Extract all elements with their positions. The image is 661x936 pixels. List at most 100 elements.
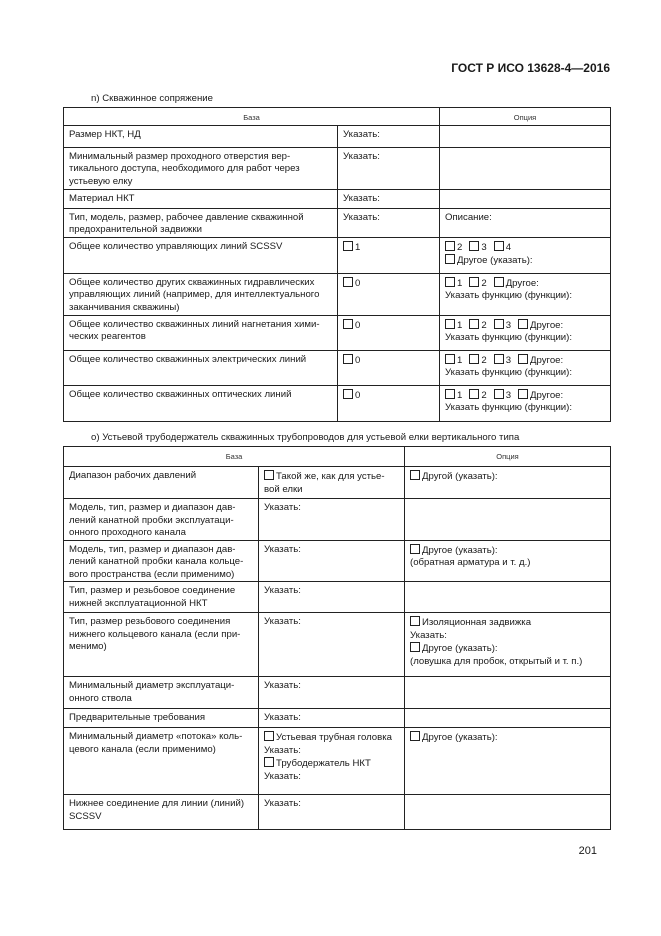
checkbox-wrap[interactable]: Изоляционная задвижка (410, 616, 531, 630)
checkbox-option[interactable]: 1 (445, 353, 462, 366)
checkbox[interactable] (410, 731, 420, 741)
checkbox-option[interactable]: Другое: (518, 318, 563, 331)
checkbox-wrap[interactable]: 1 (445, 276, 462, 291)
checkbox[interactable] (469, 276, 480, 287)
checkbox-wrap[interactable]: 2 (445, 240, 462, 255)
checkbox[interactable] (469, 388, 480, 399)
checkbox[interactable] (469, 353, 480, 364)
checkbox-wrap[interactable]: Другое: (518, 388, 564, 403)
checkbox-option[interactable]: Трубодержатель НКТ (264, 757, 371, 769)
checkbox[interactable] (343, 318, 353, 329)
checkbox-wrap[interactable]: 1 (445, 353, 462, 368)
checkbox-wrap[interactable]: Другое (указать): (445, 254, 533, 268)
checkbox[interactable] (445, 254, 455, 264)
checkbox-wrap[interactable]: 0 (343, 353, 360, 368)
checkbox-wrap[interactable]: Другое: (493, 276, 539, 291)
checkbox-option[interactable]: 0 (343, 276, 360, 289)
checkbox-option[interactable]: Устьевая трубная головка (264, 731, 392, 743)
checkbox-wrap[interactable]: 4 (493, 240, 511, 255)
checkbox-option[interactable]: Другое: (493, 276, 539, 289)
checkbox-wrap[interactable]: 2 (469, 353, 487, 368)
checkbox-option[interactable]: 1 (445, 388, 462, 401)
checkbox[interactable] (264, 731, 274, 741)
checkbox-wrap[interactable]: Другое: (518, 353, 563, 368)
checkbox[interactable] (518, 388, 529, 399)
checkbox[interactable] (493, 388, 504, 399)
checkbox-wrap[interactable]: 0 (343, 276, 360, 291)
checkbox[interactable] (410, 543, 420, 554)
checkbox-option[interactable]: Другое: (518, 353, 563, 366)
cell-line: Предварительные требования (69, 712, 253, 725)
checkbox[interactable] (343, 388, 353, 399)
checkbox[interactable] (343, 276, 353, 287)
checkbox-wrap[interactable]: Устьевая трубная головка (264, 731, 392, 745)
checkbox-option[interactable]: 2 (469, 353, 487, 366)
checkbox-wrap[interactable]: 2 (469, 276, 487, 291)
checkbox[interactable] (410, 642, 420, 652)
checkbox-option[interactable]: 0 (343, 318, 360, 331)
checkbox-option[interactable]: Другое (указать): (410, 642, 498, 654)
checkbox[interactable] (445, 276, 455, 287)
checkbox-wrap[interactable]: 0 (343, 388, 360, 403)
checkbox-wrap[interactable]: Трубодержатель НКТ (264, 757, 371, 771)
checkbox-option[interactable]: Другой (указать): (410, 470, 498, 482)
checkbox-wrap[interactable]: 1 (343, 240, 360, 255)
checkbox[interactable] (493, 276, 504, 287)
checkbox-option[interactable]: 1 (343, 240, 360, 253)
checkbox-option[interactable]: 0 (343, 388, 360, 401)
checkbox-wrap[interactable]: Другое: (518, 318, 563, 333)
checkbox[interactable] (445, 318, 455, 329)
checkbox[interactable] (445, 388, 455, 399)
checkbox-option[interactable]: Другое (указать): (410, 731, 498, 743)
checkbox-option[interactable]: 2 (469, 388, 487, 401)
checkbox-option[interactable]: 2 (469, 318, 487, 331)
checkbox[interactable] (445, 353, 455, 364)
checkbox[interactable] (469, 318, 480, 329)
checkbox-wrap[interactable]: 3 (493, 353, 511, 368)
checkbox-wrap[interactable]: 2 (469, 318, 487, 333)
checkbox-label: Другое: (530, 389, 564, 401)
checkbox-option[interactable]: 4 (493, 240, 511, 253)
checkbox-wrap[interactable]: Другой (указать): (410, 470, 498, 484)
checkbox-option[interactable]: 0 (343, 353, 360, 366)
checkbox-option[interactable]: Изоляционная задвижка (410, 616, 531, 628)
checkbox[interactable] (493, 240, 504, 251)
checkbox-option[interactable]: 3 (493, 353, 511, 366)
checkbox[interactable] (469, 240, 480, 251)
checkbox[interactable] (410, 470, 420, 480)
checkbox-wrap[interactable]: 3 (469, 240, 487, 255)
checkbox[interactable] (518, 353, 529, 364)
checkbox-option[interactable]: Другое (указать): (445, 254, 533, 266)
checkbox[interactable] (343, 240, 353, 251)
checkbox-wrap[interactable]: 1 (445, 388, 462, 403)
checkbox[interactable] (410, 616, 420, 626)
checkbox[interactable] (264, 757, 274, 767)
checkbox[interactable] (493, 353, 504, 364)
checkbox-wrap[interactable]: 3 (493, 318, 511, 333)
cell-line: вой елки (264, 484, 399, 497)
checkbox[interactable] (343, 353, 353, 364)
checkbox[interactable] (264, 470, 274, 480)
checkbox-option[interactable]: 3 (493, 388, 511, 401)
checkbox-option[interactable]: 3 (493, 318, 511, 331)
checkbox[interactable] (493, 318, 504, 329)
checkbox-wrap[interactable]: 0 (343, 318, 360, 333)
checkbox-option[interactable]: Другое (указать): (410, 543, 498, 556)
checkbox-wrap[interactable]: Другое (указать): (410, 731, 498, 745)
checkbox-option[interactable]: 2 (469, 276, 487, 289)
checkbox-wrap[interactable]: Другое (указать): (410, 543, 498, 558)
checkbox-option[interactable]: Такой же, как для устье- (264, 470, 385, 482)
checkbox-option[interactable]: 2 (445, 240, 462, 253)
checkbox-option[interactable]: 1 (445, 318, 462, 331)
checkbox[interactable] (445, 240, 455, 251)
checkbox-wrap[interactable]: 3 (493, 388, 511, 403)
checkbox[interactable] (518, 318, 529, 329)
checkbox-option[interactable]: Другое: (518, 388, 564, 401)
checkbox-wrap[interactable]: 2 (469, 388, 487, 403)
checkbox-option[interactable]: 3 (469, 240, 487, 253)
checkbox-wrap[interactable]: Другое (указать): (410, 642, 498, 656)
checkbox-wrap[interactable]: Такой же, как для устье- (264, 470, 385, 484)
cell-line: тикального доступа, необходимого для раб… (69, 163, 332, 176)
checkbox-wrap[interactable]: 1 (445, 318, 462, 333)
checkbox-option[interactable]: 1 (445, 276, 462, 289)
